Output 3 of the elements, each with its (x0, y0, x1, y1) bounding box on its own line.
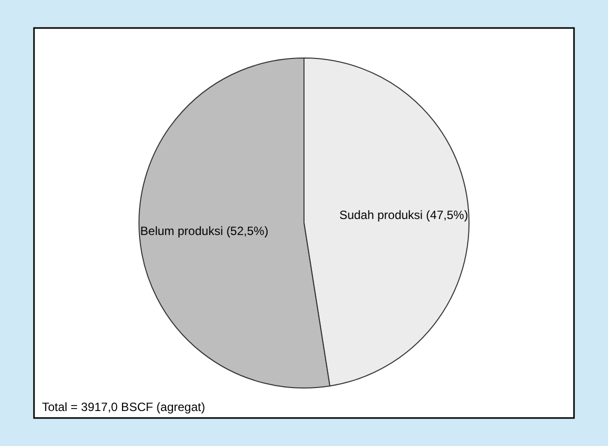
slice-label: Belum produksi (52,5%) (140, 224, 268, 238)
slice-label: Sudah produksi (47,5%) (339, 208, 468, 222)
text: Total = 3917,0 BSCF (agregat) (42, 400, 206, 414)
